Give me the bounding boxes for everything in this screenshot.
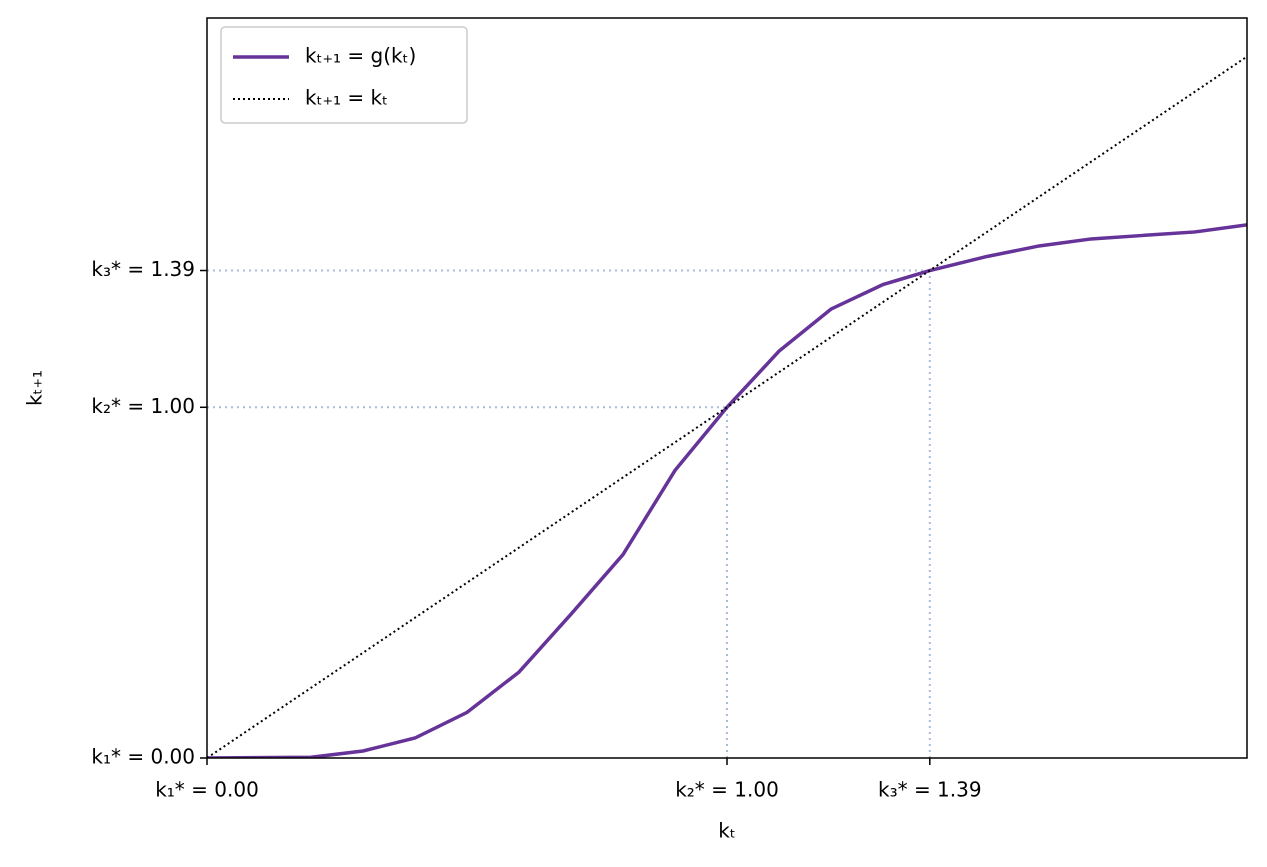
legend-box (220, 26, 468, 124)
x-tick-label: k₂* = 1.00 (675, 778, 779, 802)
legend-label: kₜ₊₁ = kₜ (305, 86, 388, 110)
y-tick-label: k₂* = 1.00 (91, 394, 195, 418)
x-axis-label: kₜ (718, 819, 735, 843)
x-tick-label: k₃* = 1.39 (878, 778, 982, 802)
legend-label: kₜ₊₁ = g(kₜ) (305, 44, 416, 68)
y-tick-label: k₃* = 1.39 (91, 257, 195, 281)
y-tick-label: k₁* = 0.00 (91, 745, 195, 769)
x-tick-label: k₁* = 0.00 (155, 778, 259, 802)
series-line (207, 223, 1247, 758)
plot-frame (206, 17, 1248, 759)
y-axis-label: kₜ₊₁ (23, 370, 47, 406)
series-line (207, 55, 1247, 758)
